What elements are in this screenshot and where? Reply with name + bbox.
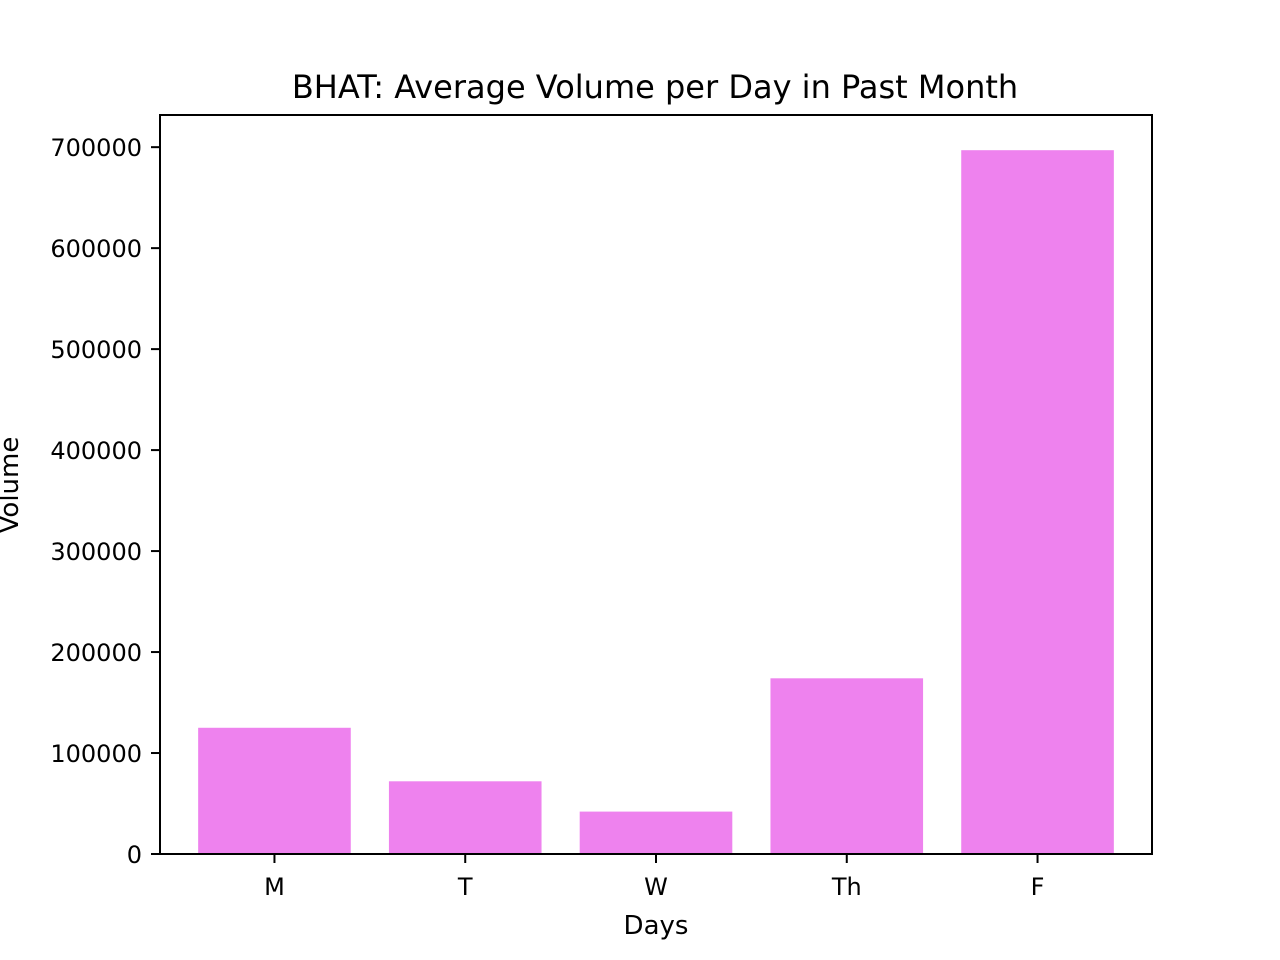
bar-w xyxy=(579,811,733,854)
x-tick-label: T xyxy=(457,873,473,901)
y-tick-label: 0 xyxy=(127,841,142,869)
plot-area-frame xyxy=(159,114,1153,855)
bar-t xyxy=(388,781,542,854)
bar-th xyxy=(770,678,924,854)
chart-title: BHAT: Average Volume per Day in Past Mon… xyxy=(292,68,1018,106)
bar-f xyxy=(961,150,1114,854)
x-tick-label: W xyxy=(644,873,668,901)
x-tick-label: M xyxy=(264,873,285,901)
y-axis-label: Volume xyxy=(0,437,25,534)
x-axis-label: Days xyxy=(624,911,689,941)
y-tick-label: 400000 xyxy=(50,437,142,465)
y-tick-label: 100000 xyxy=(50,740,142,768)
bar-series xyxy=(198,150,1114,854)
bar-m xyxy=(198,727,351,854)
y-tick-label: 200000 xyxy=(50,639,142,667)
y-tick-label: 500000 xyxy=(50,336,142,364)
x-tick-label: Th xyxy=(831,873,862,901)
y-tick-label: 300000 xyxy=(50,538,142,566)
x-axis-ticks: M T W Th F xyxy=(264,854,1044,901)
x-tick-label: F xyxy=(1031,873,1045,901)
y-tick-label: 700000 xyxy=(50,134,142,162)
y-axis-ticks: 0 100000 200000 300000 400000 500000 600000 700… xyxy=(50,134,160,869)
y-tick-label: 600000 xyxy=(50,235,142,263)
